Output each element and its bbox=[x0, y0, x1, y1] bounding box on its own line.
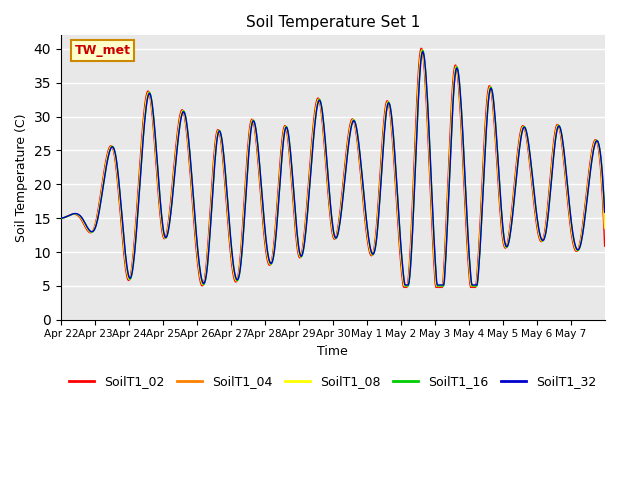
Legend: SoilT1_02, SoilT1_04, SoilT1_08, SoilT1_16, SoilT1_32: SoilT1_02, SoilT1_04, SoilT1_08, SoilT1_… bbox=[65, 370, 601, 393]
Text: TW_met: TW_met bbox=[74, 44, 131, 57]
X-axis label: Time: Time bbox=[317, 345, 348, 358]
Y-axis label: Soil Temperature (C): Soil Temperature (C) bbox=[15, 113, 28, 242]
Title: Soil Temperature Set 1: Soil Temperature Set 1 bbox=[246, 15, 420, 30]
